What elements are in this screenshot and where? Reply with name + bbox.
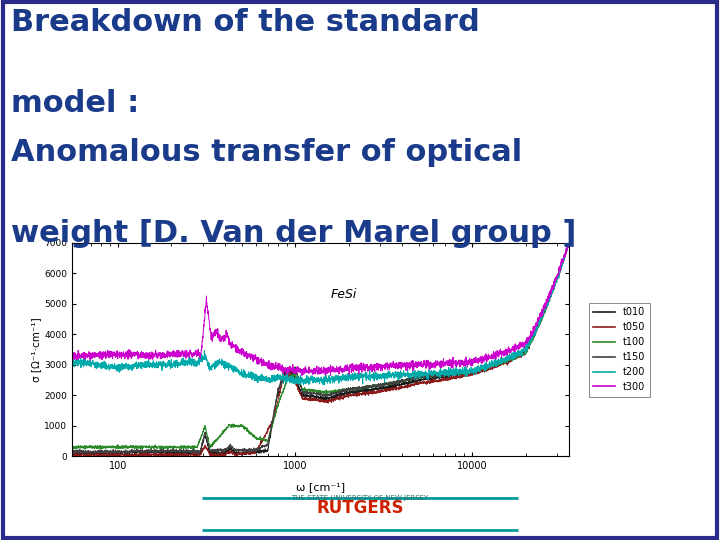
t300 bbox=[564, 240, 573, 246]
Line: t150: t150 bbox=[72, 244, 569, 454]
t100 bbox=[68, 446, 77, 453]
t010 bbox=[555, 268, 564, 274]
t010 bbox=[280, 372, 289, 379]
t050 bbox=[258, 436, 267, 442]
t100 bbox=[501, 358, 510, 365]
t050 bbox=[564, 241, 573, 247]
Line: t300: t300 bbox=[72, 243, 569, 375]
t150 bbox=[68, 448, 76, 455]
t200 bbox=[501, 358, 510, 365]
t050 bbox=[71, 453, 79, 460]
Text: THE STATE UNIVERSITY OF NEW JERSEY: THE STATE UNIVERSITY OF NEW JERSEY bbox=[292, 495, 428, 501]
t300 bbox=[555, 266, 564, 272]
Text: RUTGERS: RUTGERS bbox=[316, 500, 404, 517]
t200 bbox=[564, 241, 573, 247]
t200 bbox=[320, 381, 329, 388]
t300 bbox=[501, 347, 510, 353]
t200 bbox=[555, 271, 564, 278]
t100 bbox=[68, 444, 76, 450]
t150 bbox=[102, 451, 111, 457]
t300 bbox=[68, 351, 76, 357]
Text: model :: model : bbox=[11, 89, 139, 118]
t300 bbox=[258, 361, 267, 367]
t010 bbox=[125, 449, 133, 456]
t150 bbox=[555, 268, 564, 275]
t050 bbox=[125, 451, 133, 457]
t150 bbox=[154, 448, 163, 455]
Line: t050: t050 bbox=[72, 243, 569, 456]
Legend: t010, t050, t100, t150, t200, t300: t010, t050, t100, t150, t200, t300 bbox=[588, 302, 650, 397]
t300 bbox=[297, 372, 306, 379]
t200 bbox=[68, 359, 76, 366]
t100 bbox=[258, 436, 267, 442]
t150 bbox=[501, 356, 510, 363]
Line: t010: t010 bbox=[72, 243, 569, 455]
t010 bbox=[258, 447, 267, 454]
t100 bbox=[154, 443, 163, 450]
t150 bbox=[564, 240, 573, 247]
Text: Anomalous transfer of optical: Anomalous transfer of optical bbox=[11, 138, 522, 167]
t010 bbox=[501, 357, 510, 363]
Y-axis label: σ [Ω⁻¹·cm⁻¹]: σ [Ω⁻¹·cm⁻¹] bbox=[32, 318, 41, 382]
t300 bbox=[154, 353, 163, 360]
t100 bbox=[280, 386, 289, 392]
t050 bbox=[154, 451, 163, 458]
t050 bbox=[68, 450, 76, 457]
t150 bbox=[258, 443, 267, 449]
t010 bbox=[564, 240, 573, 246]
t010 bbox=[68, 450, 76, 456]
t010 bbox=[215, 452, 223, 458]
t300 bbox=[125, 354, 133, 361]
t200 bbox=[125, 362, 133, 368]
t150 bbox=[280, 374, 289, 381]
t100 bbox=[564, 240, 573, 246]
t100 bbox=[555, 270, 564, 276]
Line: t200: t200 bbox=[72, 244, 569, 384]
t050 bbox=[501, 359, 510, 366]
Text: FeSi: FeSi bbox=[330, 288, 356, 301]
t100 bbox=[564, 240, 573, 246]
t100 bbox=[125, 444, 133, 451]
t050 bbox=[564, 240, 573, 246]
t200 bbox=[258, 376, 267, 382]
Text: Breakdown of the standard: Breakdown of the standard bbox=[11, 8, 480, 37]
t200 bbox=[154, 364, 163, 371]
t300 bbox=[279, 366, 288, 373]
Text: ω [cm⁻¹]: ω [cm⁻¹] bbox=[296, 482, 345, 492]
t150 bbox=[125, 449, 133, 455]
t050 bbox=[555, 271, 564, 278]
t200 bbox=[279, 376, 288, 382]
Text: weight [D. Van der Marel group ]: weight [D. Van der Marel group ] bbox=[11, 219, 576, 248]
t010 bbox=[154, 449, 163, 456]
t010 bbox=[564, 240, 573, 246]
t150 bbox=[564, 241, 573, 247]
t050 bbox=[280, 378, 289, 384]
Line: t100: t100 bbox=[72, 243, 569, 449]
